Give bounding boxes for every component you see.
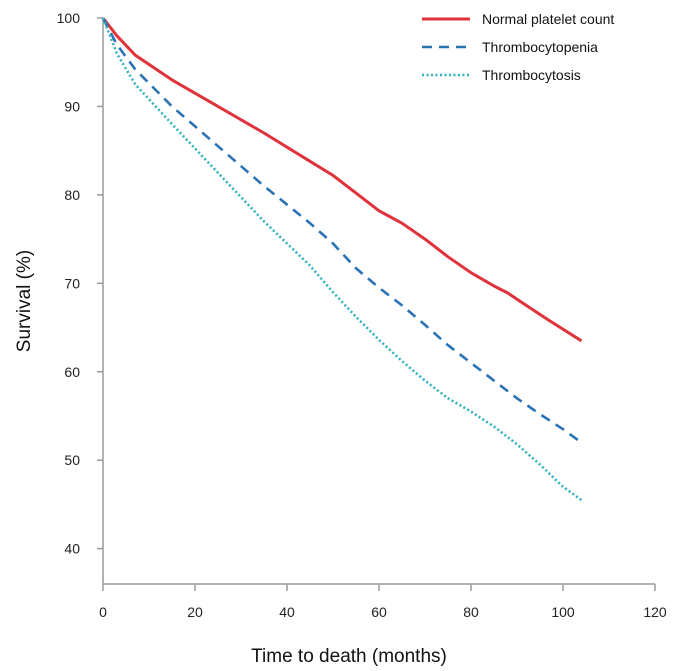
x-axis-title: Time to death (months) [251, 646, 447, 667]
x-tick-label: 0 [99, 604, 107, 620]
y-tick-label: 100 [57, 10, 81, 26]
y-tick-label: 70 [64, 275, 80, 291]
series-line [101, 17, 583, 502]
series-lines [101, 17, 583, 502]
y-tick-label: 40 [64, 541, 80, 557]
y-axis-title: Survival (%) [14, 250, 35, 352]
series-line [101, 17, 583, 343]
series-line [101, 17, 583, 444]
x-ticks: 0 20 40 60 80 100 120 [99, 584, 667, 620]
x-tick-label: 40 [279, 604, 295, 620]
x-tick-label: 60 [371, 604, 387, 620]
legend-label: Thrombocytosis [482, 67, 581, 83]
x-tick-label: 80 [463, 604, 479, 620]
legend: Normal platelet count Thrombocytopenia Thr… [422, 11, 614, 83]
y-tick-label: 50 [64, 452, 80, 468]
y-tick-label: 60 [64, 364, 80, 380]
axes [102, 18, 655, 585]
x-tick-label: 100 [551, 604, 575, 620]
x-tick-label: 20 [187, 604, 203, 620]
legend-label: Thrombocytopenia [482, 39, 598, 55]
y-tick-label: 90 [64, 98, 80, 114]
y-tick-label: 80 [64, 187, 80, 203]
x-tick-label: 120 [643, 604, 667, 620]
legend-label: Normal platelet count [482, 11, 614, 27]
y-ticks: 40 50 60 70 80 90 100 [57, 10, 103, 557]
